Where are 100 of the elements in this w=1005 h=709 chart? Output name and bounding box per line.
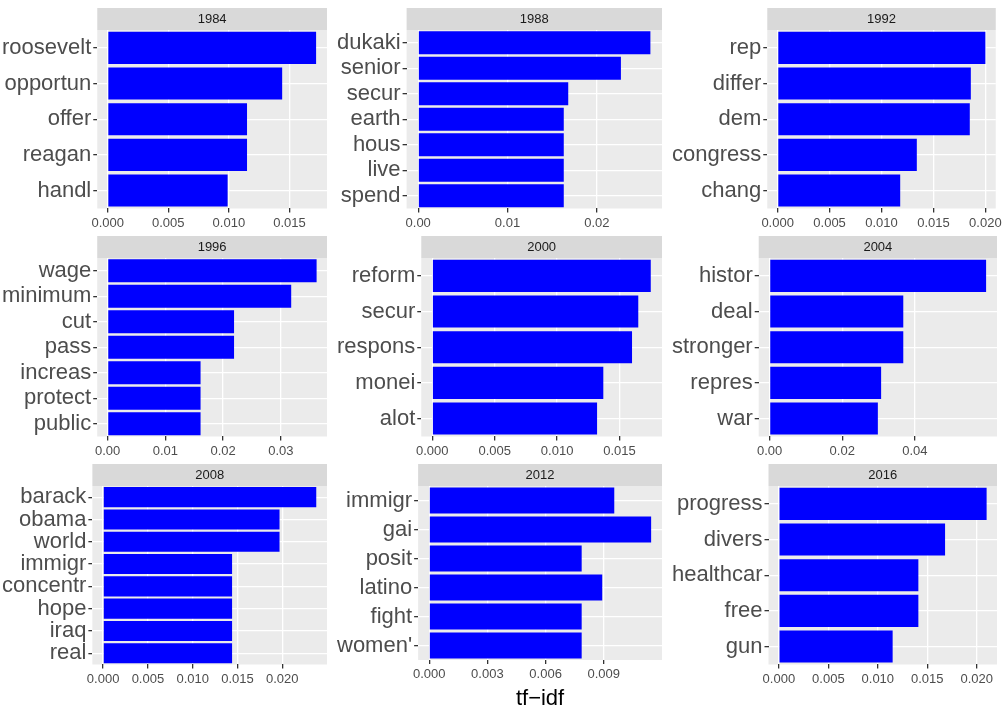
y-tick-label: repres <box>690 368 753 394</box>
y-tick-label: gai <box>382 515 413 541</box>
x-tick-label: 0.00 <box>94 442 121 458</box>
bar <box>108 310 235 334</box>
bar <box>779 630 893 663</box>
y-tick-label: earth <box>350 105 401 131</box>
y-tick-label: healthcar <box>671 561 763 587</box>
x-tick-label: 0.015 <box>273 214 306 230</box>
bar <box>779 559 919 592</box>
bar <box>770 331 904 364</box>
y-tick-label: minimum <box>1 282 92 308</box>
x-tick-label: 0.01 <box>494 214 521 230</box>
bar <box>432 295 639 328</box>
x-tick-label: 0.000 <box>761 214 794 230</box>
y-tick-label: respons <box>336 333 416 359</box>
bar <box>779 523 946 556</box>
y-tick-label: offer <box>47 105 92 131</box>
bar <box>778 138 917 171</box>
y-tick-label: free <box>724 596 763 622</box>
x-tick-label: 0.010 <box>176 670 209 686</box>
x-tick-label: 0.010 <box>212 214 246 230</box>
bar <box>770 366 882 399</box>
x-tick-label: 0.000 <box>86 670 120 686</box>
y-tick-label: chang <box>701 176 762 202</box>
bar <box>108 361 201 385</box>
y-tick-label: increas <box>20 358 92 384</box>
x-tick-label: 0.015 <box>603 442 636 458</box>
y-tick-label: public <box>33 409 92 435</box>
bar <box>108 67 283 100</box>
chart-title: 1996 <box>197 238 227 254</box>
bar <box>103 643 233 664</box>
y-tick-label: spend <box>340 181 401 207</box>
chart-title: 2004 <box>863 238 893 254</box>
x-tick-label: 0.005 <box>131 670 165 686</box>
bar <box>103 598 233 619</box>
bar <box>429 603 582 630</box>
x-tick-label: 0.000 <box>412 666 446 682</box>
bar <box>103 509 280 530</box>
y-tick-label: reagan <box>22 140 92 166</box>
x-tick-label: 0.03 <box>268 442 294 458</box>
bar <box>432 366 604 399</box>
bar <box>432 402 598 435</box>
y-tick-label: women' <box>336 631 413 657</box>
y-tick-label: hope <box>37 594 87 620</box>
chart-title: 2012 <box>525 466 555 482</box>
x-tick-label: 0.010 <box>865 214 898 230</box>
y-tick-label: roosevelt <box>1 33 92 59</box>
bar <box>418 184 564 208</box>
x-tick-label: 0.006 <box>529 666 562 682</box>
y-tick-label: wage <box>37 256 92 282</box>
y-tick-label: immigr <box>20 550 87 576</box>
bar <box>418 107 564 131</box>
y-tick-label: senior <box>340 54 401 80</box>
x-tick-label: 0.02 <box>210 442 236 458</box>
x-tick-label: 0.005 <box>812 670 845 686</box>
x-tick-label: 0.01 <box>152 442 179 458</box>
bar <box>779 594 919 627</box>
x-tick-label: 0.003 <box>471 666 504 682</box>
y-tick-label: divers <box>703 525 763 551</box>
x-tick-label: 0.010 <box>540 442 574 458</box>
x-tick-label: 0.00 <box>405 214 431 230</box>
bar <box>108 335 235 359</box>
bar <box>418 133 564 157</box>
bar <box>770 295 904 328</box>
bar <box>778 174 901 207</box>
x-axis-title: tf−idf <box>515 684 566 709</box>
bar <box>108 284 292 308</box>
y-tick-label: congress <box>671 140 762 166</box>
chart-title: 1984 <box>197 10 227 26</box>
chart-title: 2008 <box>195 466 225 482</box>
bar <box>429 574 603 601</box>
x-tick-label: 0.015 <box>910 670 944 686</box>
y-tick-label: protect <box>23 384 92 410</box>
y-tick-label: progress <box>676 489 763 515</box>
bar <box>778 103 970 136</box>
y-tick-label: alot <box>379 404 416 430</box>
y-tick-label: posit <box>365 544 413 570</box>
chart-title: 2016 <box>868 466 898 482</box>
bar <box>108 174 228 207</box>
y-tick-label: dukaki <box>337 28 401 54</box>
y-tick-label: immigr <box>346 486 413 512</box>
bar <box>103 554 233 575</box>
y-tick-label: secur <box>346 79 401 105</box>
y-tick-label: differ <box>712 69 762 95</box>
y-tick-label: latino <box>359 573 413 599</box>
bar <box>108 386 201 410</box>
x-tick-label: 0.015 <box>221 670 254 686</box>
y-tick-label: handl <box>37 176 92 202</box>
chart-title: 2000 <box>527 238 557 254</box>
x-tick-label: 0.015 <box>917 214 950 230</box>
y-tick-label: secur <box>361 297 416 323</box>
x-tick-label: 0.005 <box>152 214 185 230</box>
y-tick-label: war <box>716 404 753 430</box>
y-tick-label: gun <box>725 632 763 658</box>
chart-title: 1988 <box>519 10 549 26</box>
x-tick-label: 0.000 <box>415 442 449 458</box>
y-tick-label: dem <box>718 105 762 131</box>
bar <box>429 516 652 543</box>
x-tick-label: 0.005 <box>478 442 511 458</box>
y-tick-label: stronger <box>671 333 753 359</box>
